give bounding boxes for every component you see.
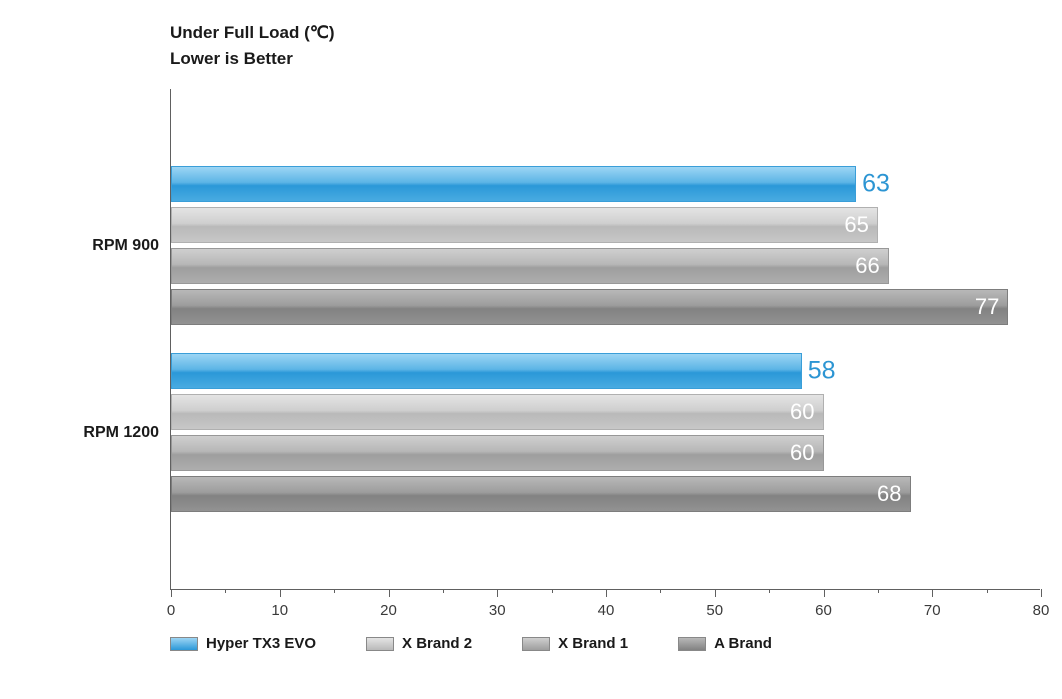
- x-tick-minor: [878, 589, 879, 593]
- bar-fill: 66: [171, 248, 889, 284]
- legend: Hyper TX3 EVO X Brand 2 X Brand 1 A Brand: [170, 635, 1042, 652]
- legend-swatch: [678, 637, 706, 651]
- legend-swatch: [522, 637, 550, 651]
- bar-fill: [171, 166, 856, 202]
- plot-region: 01020304050607080RPM 90063656677RPM 1200…: [170, 89, 1040, 590]
- bar-group: RPM 120058606068: [171, 353, 1040, 517]
- chart-title-1: Under Full Load (℃): [170, 20, 1042, 46]
- x-tick: [1041, 589, 1042, 597]
- bar-fill: 60: [171, 435, 824, 471]
- x-tick: [932, 589, 933, 597]
- bar-value: 77: [975, 294, 999, 320]
- x-tick-minor: [769, 589, 770, 593]
- bar-value: 66: [855, 253, 879, 279]
- bar-value: 60: [790, 440, 814, 466]
- legend-swatch: [170, 637, 198, 651]
- legend-label: X Brand 2: [402, 635, 472, 652]
- x-tick-label: 60: [815, 602, 832, 619]
- x-tick-minor: [660, 589, 661, 593]
- bar-value: 60: [790, 399, 814, 425]
- y-category-label: RPM 1200: [83, 424, 159, 442]
- bar: 60: [171, 394, 1040, 430]
- legend-item: Hyper TX3 EVO: [170, 635, 316, 652]
- x-tick: [389, 589, 390, 597]
- x-tick-label: 30: [489, 602, 506, 619]
- legend-item: X Brand 2: [366, 635, 472, 652]
- x-tick-label: 0: [167, 602, 175, 619]
- chart-area: 01020304050607080RPM 90063656677RPM 1200…: [170, 89, 1040, 590]
- legend-label: A Brand: [714, 635, 772, 652]
- bar-fill: 77: [171, 289, 1008, 325]
- x-tick-minor: [552, 589, 553, 593]
- bar-value: 65: [844, 212, 868, 238]
- bar-fill: 60: [171, 394, 824, 430]
- bar: 65: [171, 207, 1040, 243]
- x-tick-minor: [334, 589, 335, 593]
- x-tick-label: 10: [271, 602, 288, 619]
- x-tick-minor: [225, 589, 226, 593]
- bar-value: 68: [877, 481, 901, 507]
- bar: 68: [171, 476, 1040, 512]
- x-tick: [171, 589, 172, 597]
- x-tick: [497, 589, 498, 597]
- bar: 58: [171, 353, 1040, 389]
- legend-swatch: [366, 637, 394, 651]
- bar-fill: 68: [171, 476, 911, 512]
- x-tick: [715, 589, 716, 597]
- x-tick-minor: [987, 589, 988, 593]
- bar: 63: [171, 166, 1040, 202]
- bar-fill: 65: [171, 207, 878, 243]
- bar: 60: [171, 435, 1040, 471]
- legend-item: X Brand 1: [522, 635, 628, 652]
- x-tick-minor: [443, 589, 444, 593]
- x-tick-label: 50: [706, 602, 723, 619]
- bar: 77: [171, 289, 1040, 325]
- x-tick: [824, 589, 825, 597]
- x-tick-label: 20: [380, 602, 397, 619]
- x-tick: [606, 589, 607, 597]
- y-category-label: RPM 900: [92, 237, 159, 255]
- legend-label: X Brand 1: [558, 635, 628, 652]
- x-tick-label: 80: [1033, 602, 1050, 619]
- x-tick: [280, 589, 281, 597]
- x-tick-label: 40: [598, 602, 615, 619]
- chart-title-2: Lower is Better: [170, 46, 1042, 72]
- bar-fill: [171, 353, 802, 389]
- bar-value: 63: [862, 170, 890, 199]
- bar: 66: [171, 248, 1040, 284]
- bar-value: 58: [808, 357, 836, 386]
- x-tick-label: 70: [924, 602, 941, 619]
- legend-item: A Brand: [678, 635, 772, 652]
- bar-group: RPM 90063656677: [171, 166, 1040, 330]
- legend-label: Hyper TX3 EVO: [206, 635, 316, 652]
